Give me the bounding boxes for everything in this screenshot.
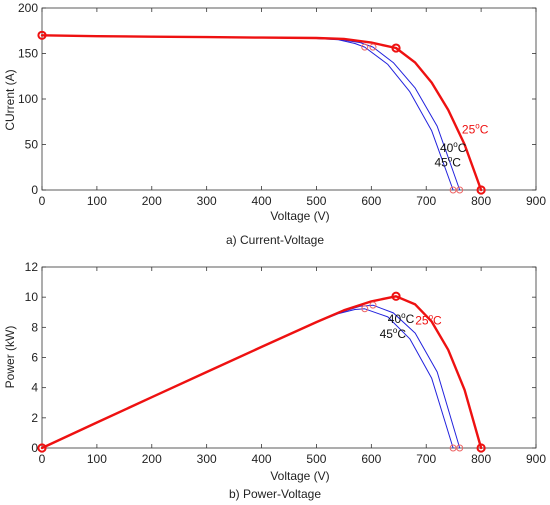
iv-point-marker bbox=[37, 30, 47, 40]
iv-point-marker bbox=[449, 186, 457, 194]
iv-xtick-label: 300 bbox=[197, 194, 217, 208]
pv-xtick-label: 0 bbox=[39, 452, 46, 466]
iv-point-marker bbox=[369, 43, 377, 51]
pv-xtick-label: 300 bbox=[197, 452, 217, 466]
iv-xtick-label: 400 bbox=[252, 194, 272, 208]
pv-point-marker bbox=[369, 301, 377, 309]
pv-ytick-label: 6 bbox=[31, 351, 38, 365]
iv-xlabel: Voltage (V) bbox=[270, 209, 329, 223]
pv-point-marker bbox=[456, 444, 464, 452]
iv-point-marker bbox=[456, 186, 464, 194]
pv-ytick-label: 2 bbox=[31, 411, 38, 425]
iv-ytick-label: 50 bbox=[25, 138, 39, 152]
iv-series-40c-line bbox=[41, 34, 461, 191]
pv-xtick-label: 900 bbox=[526, 452, 546, 466]
pv-ylabel: Power (kW) bbox=[3, 326, 17, 389]
iv-xtick-label: 800 bbox=[471, 194, 491, 208]
pv-temp-label-40c: 40oC bbox=[388, 311, 415, 326]
iv-series-45c-line bbox=[41, 34, 454, 191]
iv-ytick-label: 0 bbox=[31, 183, 38, 197]
iv-temp-label-25c: 25oC bbox=[462, 122, 489, 137]
iv-ytick-label: 200 bbox=[18, 1, 38, 15]
pv-xtick-label: 500 bbox=[306, 452, 326, 466]
pv-xtick-label: 100 bbox=[87, 452, 107, 466]
pv-plot-frame bbox=[41, 266, 537, 449]
pv-ytick-label: 8 bbox=[31, 320, 38, 334]
iv-caption: a) Current-Voltage bbox=[226, 233, 324, 247]
iv-ytick-label: 100 bbox=[18, 92, 38, 106]
iv-xtick-label: 0 bbox=[39, 194, 46, 208]
iv-ytick-label: 150 bbox=[18, 47, 38, 61]
iv-temp-label-40c: 40oC bbox=[440, 140, 467, 155]
current-voltage-panel: Voltage (V) CUrrent (A) a) Current-Volta… bbox=[3, 1, 546, 247]
pv-point-marker bbox=[361, 305, 369, 313]
pv-ytick-label: 0 bbox=[31, 441, 38, 455]
iv-point-marker bbox=[361, 43, 369, 51]
pv-ytick-label: 12 bbox=[25, 260, 39, 274]
iv-xtick-label: 200 bbox=[142, 194, 162, 208]
iv-xtick-label: 100 bbox=[87, 194, 107, 208]
iv-temp-label-45c: 45oC bbox=[434, 154, 461, 169]
pv-point-marker bbox=[476, 443, 486, 453]
pv-temp-label-25c: 25oC bbox=[415, 312, 442, 327]
pv-point-marker bbox=[391, 291, 401, 301]
pv-xtick-label: 700 bbox=[416, 452, 436, 466]
iv-xtick-label: 500 bbox=[306, 194, 326, 208]
iv-series-25c-line bbox=[40, 34, 483, 192]
iv-xtick-label: 600 bbox=[361, 194, 381, 208]
pv-xtick-label: 200 bbox=[142, 452, 162, 466]
iv-xtick-label: 700 bbox=[416, 194, 436, 208]
pv-ytick-label: 4 bbox=[31, 381, 38, 395]
pv-ytick-label: 10 bbox=[25, 290, 39, 304]
pv-point-marker bbox=[37, 443, 47, 453]
pv-xtick-label: 600 bbox=[361, 452, 381, 466]
pv-series-25c-line bbox=[40, 295, 483, 450]
iv-ylabel: CUrrent (A) bbox=[3, 69, 17, 130]
pv-xtick-label: 800 bbox=[471, 452, 491, 466]
iv-xtick-label: 900 bbox=[526, 194, 546, 208]
power-voltage-panel: Voltage (V) Power (kW) b) Power-Voltage … bbox=[3, 260, 546, 501]
iv-point-marker bbox=[476, 185, 486, 195]
pv-xtick-label: 400 bbox=[252, 452, 272, 466]
pv-point-marker bbox=[449, 444, 457, 452]
pv-temp-label-45c: 45oC bbox=[380, 326, 407, 341]
pv-xlabel: Voltage (V) bbox=[270, 469, 329, 483]
iv-point-marker bbox=[391, 43, 401, 53]
pv-caption: b) Power-Voltage bbox=[229, 487, 321, 501]
